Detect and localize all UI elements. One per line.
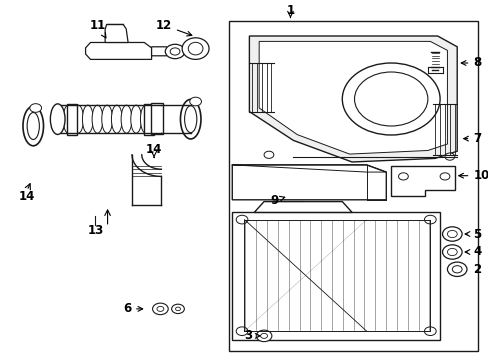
Circle shape xyxy=(170,48,180,55)
Text: 14: 14 xyxy=(145,143,162,156)
Bar xyxy=(150,103,163,134)
Text: 12: 12 xyxy=(155,19,191,36)
Polygon shape xyxy=(232,165,386,200)
Bar xyxy=(144,104,154,135)
Text: 5: 5 xyxy=(464,228,481,240)
Circle shape xyxy=(424,327,435,336)
Ellipse shape xyxy=(73,105,83,133)
Ellipse shape xyxy=(184,106,196,133)
Circle shape xyxy=(442,245,461,259)
Ellipse shape xyxy=(102,105,112,133)
Ellipse shape xyxy=(27,112,39,139)
Circle shape xyxy=(439,173,449,180)
Ellipse shape xyxy=(23,106,43,146)
Circle shape xyxy=(398,173,407,180)
Circle shape xyxy=(189,97,201,106)
Polygon shape xyxy=(85,42,151,59)
Circle shape xyxy=(236,327,247,336)
Ellipse shape xyxy=(140,105,151,133)
Bar xyxy=(67,104,77,135)
Ellipse shape xyxy=(150,105,161,133)
Ellipse shape xyxy=(50,104,65,135)
Text: 8: 8 xyxy=(460,57,481,69)
Bar xyxy=(228,21,477,351)
Polygon shape xyxy=(105,24,128,42)
Text: 7: 7 xyxy=(463,132,481,145)
Text: 1: 1 xyxy=(286,4,294,17)
Circle shape xyxy=(447,262,466,276)
Ellipse shape xyxy=(63,105,74,133)
Polygon shape xyxy=(232,212,439,340)
Ellipse shape xyxy=(188,42,203,55)
Ellipse shape xyxy=(92,105,102,133)
Ellipse shape xyxy=(121,105,132,133)
Text: 11: 11 xyxy=(89,19,106,38)
Text: 9: 9 xyxy=(270,194,284,207)
Circle shape xyxy=(264,151,273,158)
Circle shape xyxy=(165,44,184,59)
Text: 2: 2 xyxy=(472,263,481,276)
Polygon shape xyxy=(249,36,456,162)
Circle shape xyxy=(30,104,41,112)
Circle shape xyxy=(175,307,180,311)
Polygon shape xyxy=(151,47,168,56)
Circle shape xyxy=(342,63,439,135)
Circle shape xyxy=(152,303,168,315)
Circle shape xyxy=(447,248,456,256)
Text: 4: 4 xyxy=(464,246,481,258)
Circle shape xyxy=(444,153,454,160)
Circle shape xyxy=(260,333,267,338)
Polygon shape xyxy=(390,166,454,196)
Ellipse shape xyxy=(82,105,93,133)
Circle shape xyxy=(236,215,247,224)
Circle shape xyxy=(354,72,427,126)
Ellipse shape xyxy=(180,99,201,139)
Circle shape xyxy=(447,230,456,238)
Circle shape xyxy=(442,227,461,241)
Ellipse shape xyxy=(111,105,122,133)
Text: 14: 14 xyxy=(19,190,35,203)
Text: 6: 6 xyxy=(122,302,142,315)
Circle shape xyxy=(171,304,184,314)
Polygon shape xyxy=(254,202,351,212)
Circle shape xyxy=(424,215,435,224)
Polygon shape xyxy=(259,41,447,154)
Text: 13: 13 xyxy=(87,224,103,237)
Ellipse shape xyxy=(130,105,141,133)
Text: 10: 10 xyxy=(458,169,488,182)
Circle shape xyxy=(256,330,271,342)
Circle shape xyxy=(451,266,461,273)
Circle shape xyxy=(157,306,163,311)
Text: 3: 3 xyxy=(244,329,260,342)
Ellipse shape xyxy=(182,38,209,59)
